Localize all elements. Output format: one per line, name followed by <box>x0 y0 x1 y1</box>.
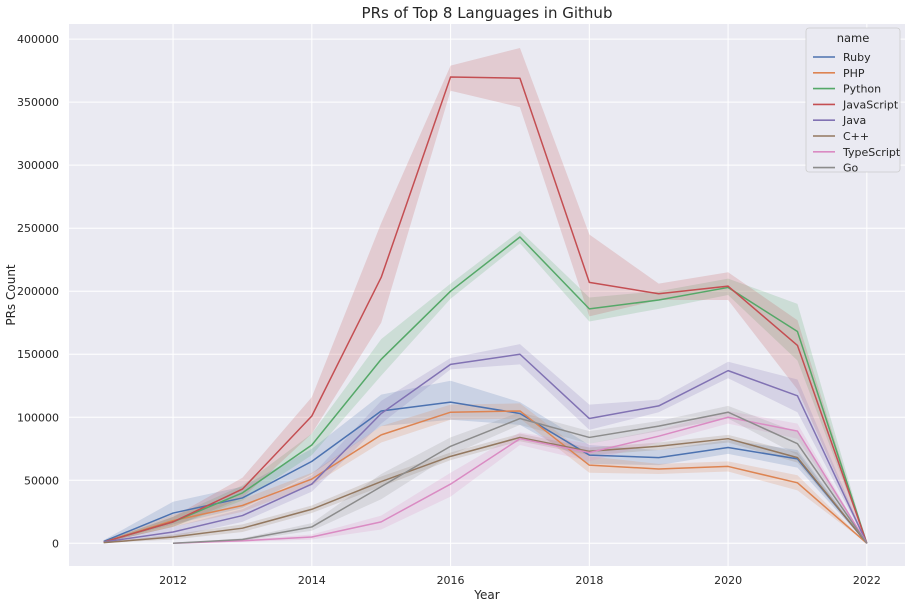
series-line-ruby <box>103 401 868 544</box>
x-tick-label: 2022 <box>853 574 881 587</box>
legend-title: name <box>837 31 870 45</box>
x-tick-labels: 2012 2014 2016 2018 2020 2022 <box>159 574 881 587</box>
legend-items: Ruby PHP Python JavaScript Java C++ TypeScript… <box>813 51 901 175</box>
y-tick-label: 300000 <box>17 159 59 172</box>
y-axis-title: PRs Count <box>4 264 18 326</box>
series-line-python <box>103 236 868 544</box>
y-tick-label: 100000 <box>17 411 59 424</box>
band-go <box>173 405 867 544</box>
x-axis-title: Year <box>473 588 499 602</box>
series-line-java <box>103 353 868 544</box>
legend-label-python: Python <box>843 83 881 96</box>
grid-lines <box>69 24 905 566</box>
band-cpp <box>103 433 867 544</box>
y-tick-label: 200000 <box>17 285 59 298</box>
series-line-php <box>103 410 868 544</box>
legend-label-php: PHP <box>843 67 865 80</box>
y-tick-label: 250000 <box>17 222 59 235</box>
x-tick-label: 2012 <box>159 574 187 587</box>
x-tick-label: 2016 <box>437 574 465 587</box>
legend-label-java: Java <box>842 114 866 127</box>
legend-label-cpp: C++ <box>843 130 869 143</box>
series-lines <box>103 76 868 545</box>
band-javascript <box>103 47 867 544</box>
x-tick-label: 2018 <box>575 574 603 587</box>
legend-label-typescript: TypeScript <box>842 146 901 159</box>
y-tick-label: 350000 <box>17 96 59 109</box>
y-tick-label: 50000 <box>24 474 59 487</box>
band-ruby <box>103 380 867 544</box>
series-line-typescript <box>173 416 868 545</box>
x-tick-label: 2014 <box>298 574 326 587</box>
legend-label-ruby: Ruby <box>843 51 871 64</box>
series-line-go <box>173 411 868 545</box>
y-tick-label: 0 <box>52 537 59 550</box>
series-line-cpp <box>103 436 868 544</box>
legend-label-go: Go <box>843 162 859 175</box>
y-tick-label: 150000 <box>17 348 59 361</box>
series-line-javascript <box>103 76 868 544</box>
band-java <box>103 344 867 544</box>
y-tick-labels: 0 50000 100000 150000 200000 250000 300000 3500… <box>17 33 59 550</box>
legend-label-javascript: JavaScript <box>842 98 899 111</box>
legend: name Ruby PHP Python JavaScript Java C++ TypeS… <box>805 27 901 175</box>
band-python <box>103 230 867 544</box>
chart-title: PRs of Top 8 Languages in Github <box>362 4 613 22</box>
y-tick-label: 400000 <box>17 33 59 46</box>
x-tick-label: 2020 <box>714 574 742 587</box>
